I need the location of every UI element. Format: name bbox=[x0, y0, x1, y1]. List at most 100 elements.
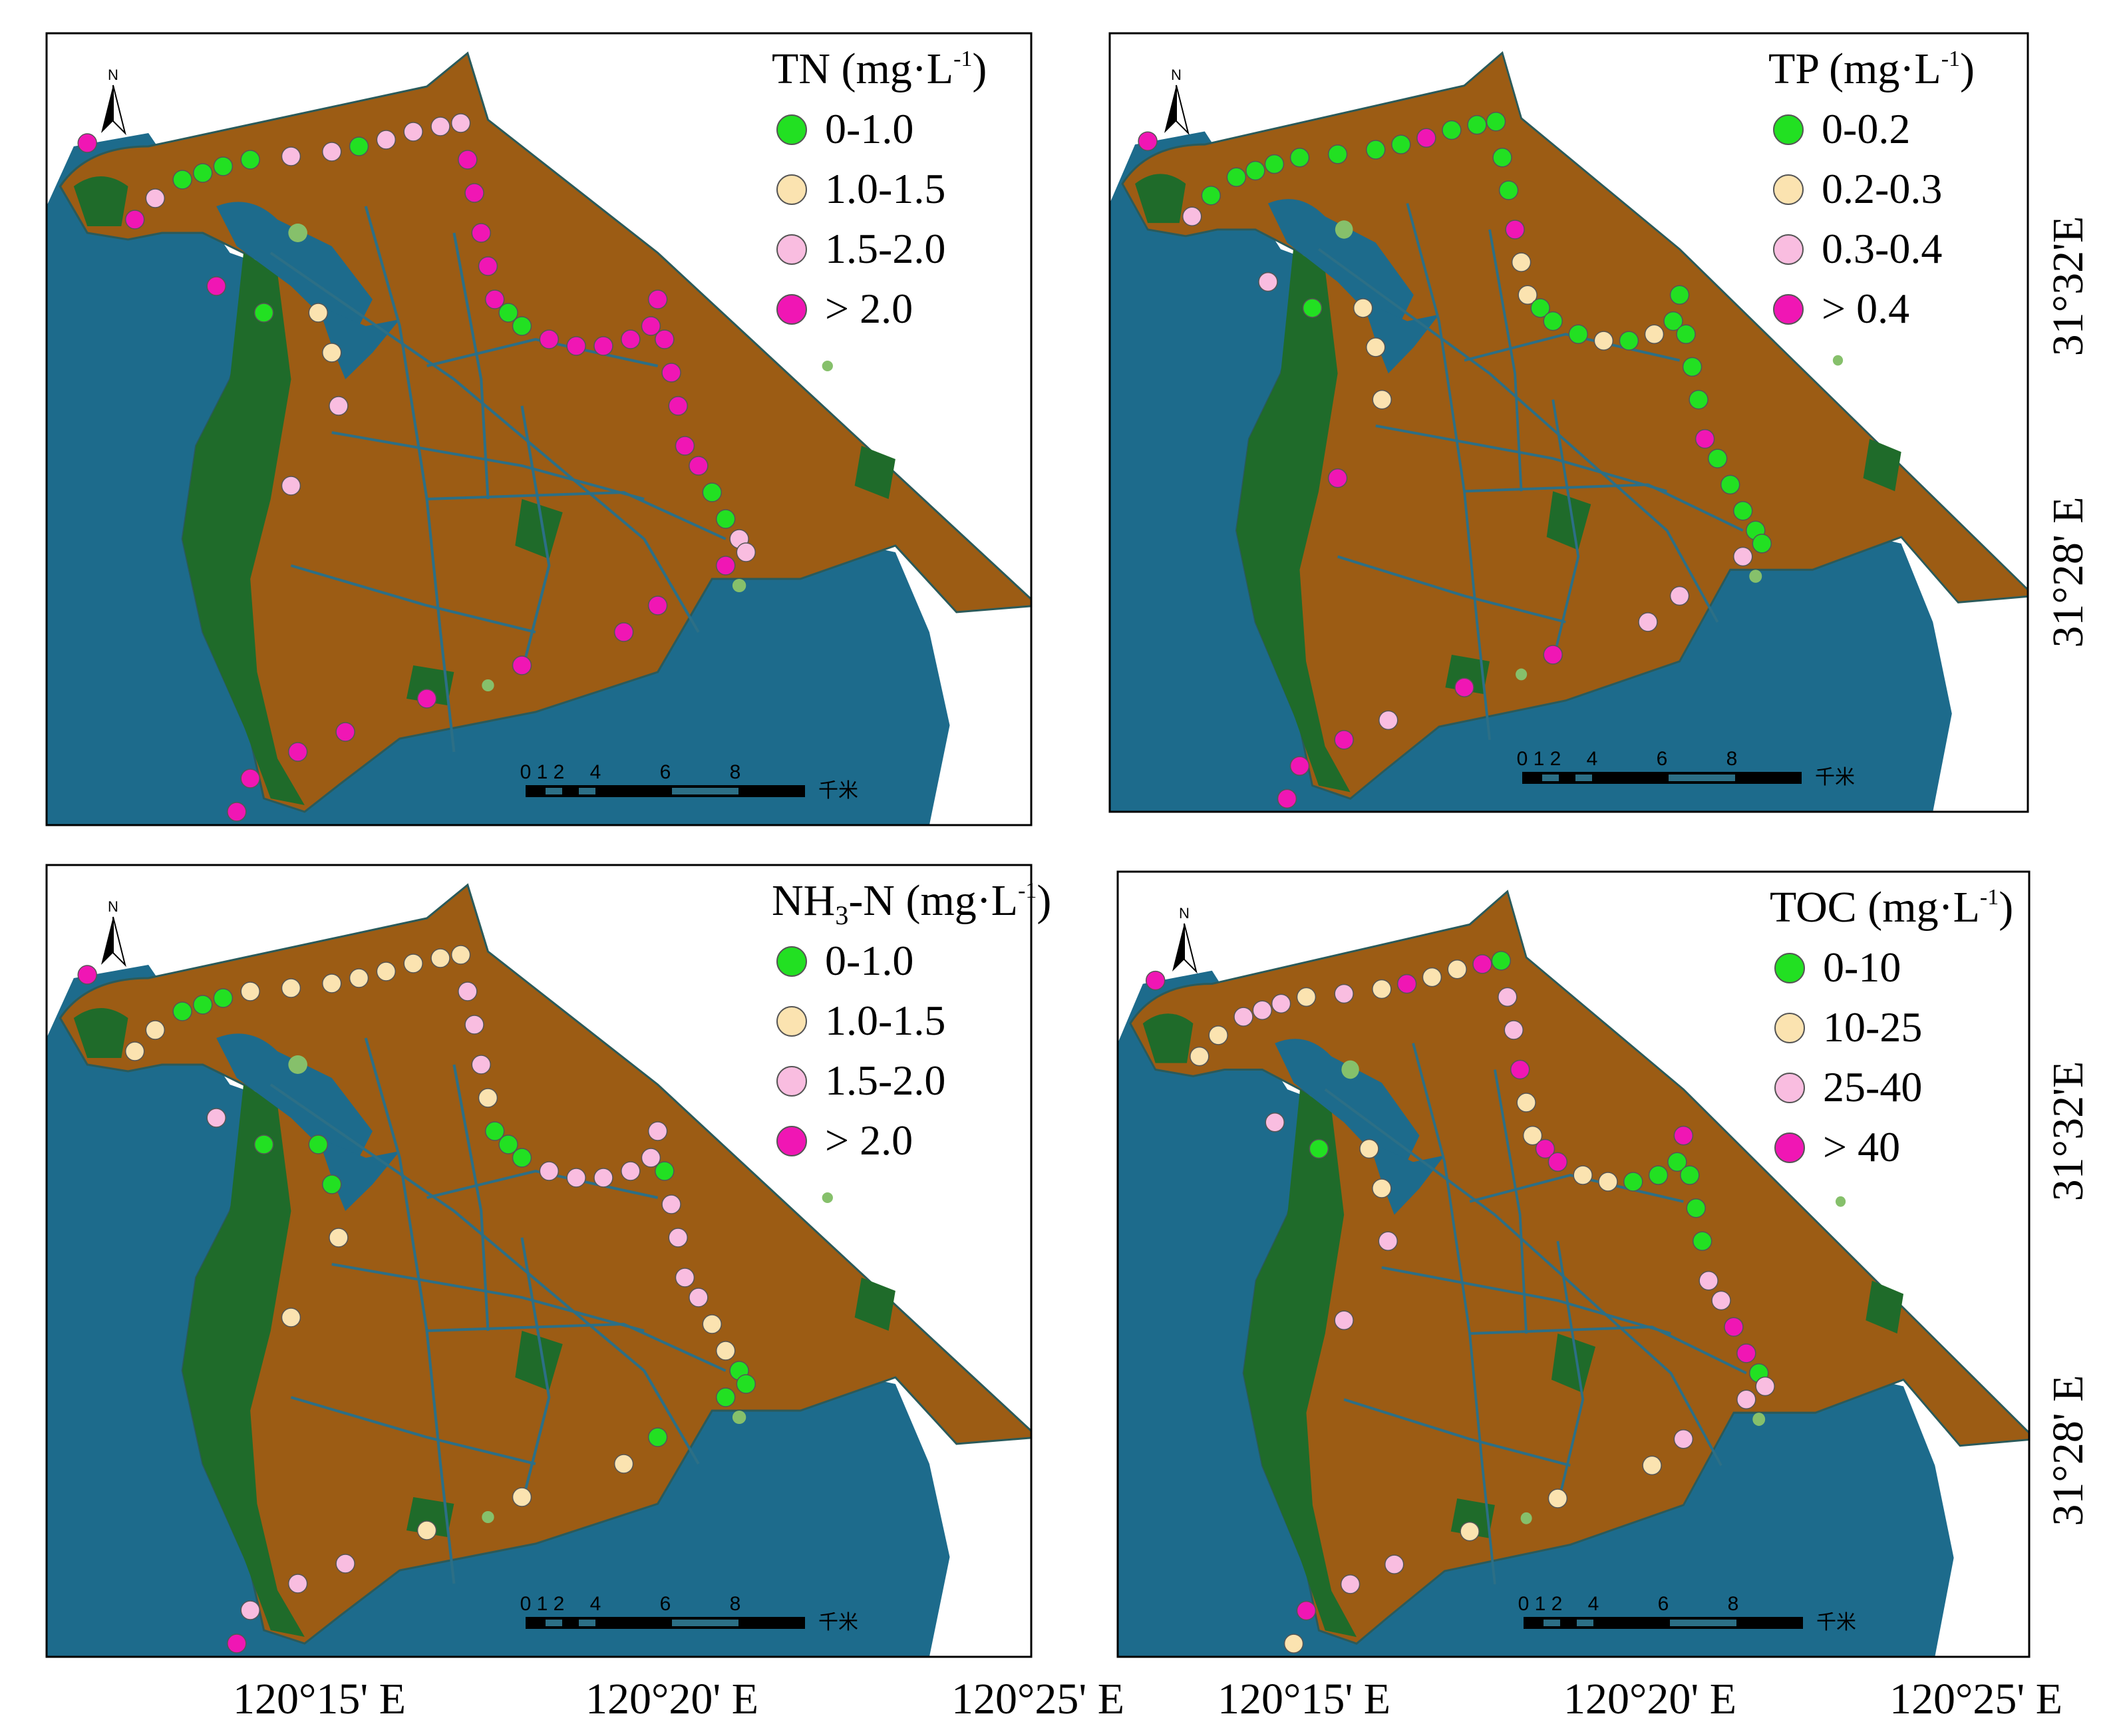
legend-swatch bbox=[776, 1006, 807, 1037]
sample-site bbox=[213, 988, 234, 1008]
sample-site bbox=[1676, 324, 1696, 345]
sample-site bbox=[1327, 144, 1348, 164]
sample-site bbox=[1648, 1165, 1669, 1185]
sample-site bbox=[647, 596, 668, 615]
sample-site bbox=[675, 436, 695, 456]
sample-site bbox=[621, 329, 641, 349]
sample-site bbox=[1378, 1231, 1398, 1252]
sample-site bbox=[321, 1174, 342, 1194]
svg-text:N: N bbox=[1171, 67, 1182, 83]
sample-site bbox=[655, 329, 675, 349]
legend: TOC (mg·L-1) 0-10 10-25 25-40 > 40 bbox=[1770, 883, 2013, 1170]
legend-label: 1.0-1.5 bbox=[825, 165, 945, 212]
sample-site bbox=[1416, 128, 1436, 148]
sample-site bbox=[593, 336, 613, 356]
scale-tick: 6 bbox=[660, 1593, 671, 1615]
sample-site bbox=[1736, 1343, 1756, 1363]
sample-site bbox=[512, 1148, 532, 1168]
longitude-label: 120°25' E bbox=[951, 1675, 1124, 1723]
legend-swatch bbox=[1773, 234, 1804, 265]
sample-site bbox=[566, 336, 586, 356]
scale-unit: 千米 bbox=[818, 780, 858, 802]
scale-tick: 4 bbox=[1587, 748, 1598, 770]
scale-tick: 1 bbox=[1535, 1593, 1546, 1615]
sample-site bbox=[1309, 1138, 1329, 1159]
latitude-label: 31°28' E bbox=[2044, 1375, 2092, 1526]
sample-site bbox=[1752, 534, 1772, 554]
sample-site bbox=[1695, 429, 1715, 449]
legend-swatch bbox=[776, 946, 807, 977]
legend-label: 0-1.0 bbox=[825, 105, 913, 152]
sample-site bbox=[1535, 1138, 1555, 1159]
legend: TP (mg·L-1) 0-0.2 0.2-0.3 0.3-0.4 > 0.4 bbox=[1768, 45, 1975, 332]
sample-site bbox=[349, 968, 369, 988]
sample-site bbox=[512, 655, 532, 675]
north-arrow-icon: N bbox=[101, 67, 126, 136]
sample-site bbox=[1265, 1113, 1285, 1132]
sample-site bbox=[308, 303, 329, 323]
scale-tick: 0 bbox=[1517, 748, 1528, 770]
sample-site bbox=[1755, 1376, 1775, 1397]
sample-site bbox=[621, 1161, 641, 1181]
scale-tick: 8 bbox=[730, 761, 741, 783]
scale-tick: 1 bbox=[537, 1593, 548, 1615]
sample-site bbox=[566, 1168, 586, 1188]
sample-site bbox=[689, 456, 709, 476]
sample-site bbox=[1732, 500, 1753, 521]
scale-bar: 0 1 2 4 6 8 千米 bbox=[1517, 748, 1855, 788]
sample-site bbox=[240, 981, 260, 1001]
scale-tick: 8 bbox=[1726, 748, 1738, 770]
sample-site bbox=[145, 1020, 166, 1040]
legend-swatch bbox=[1774, 1132, 1805, 1163]
sample-site bbox=[715, 1341, 736, 1361]
sample-site bbox=[1543, 645, 1563, 665]
sample-site bbox=[1302, 298, 1323, 318]
sample-site bbox=[1145, 970, 1166, 991]
legend-swatch bbox=[776, 234, 807, 265]
sample-site bbox=[647, 289, 668, 309]
sample-site bbox=[124, 1041, 145, 1061]
sample-site bbox=[1692, 1231, 1712, 1252]
sample-site bbox=[1522, 1125, 1543, 1146]
scale-tick: 4 bbox=[590, 1593, 601, 1615]
scale-tick: 2 bbox=[1551, 1593, 1563, 1615]
panel-frame bbox=[1116, 870, 2031, 1658]
sample-site bbox=[329, 396, 349, 416]
sample-site bbox=[1334, 983, 1354, 1004]
sample-site bbox=[593, 1168, 613, 1188]
sample-site bbox=[124, 210, 145, 230]
sample-site bbox=[206, 276, 226, 296]
sample-site bbox=[1504, 1020, 1524, 1040]
sample-site bbox=[206, 1108, 226, 1128]
sample-site bbox=[464, 183, 484, 203]
sample-site bbox=[240, 1600, 260, 1620]
longitude-label: 120°20' E bbox=[1563, 1675, 1736, 1723]
sample-site bbox=[193, 995, 213, 1015]
sample-site bbox=[321, 973, 342, 993]
legend-label: 10-25 bbox=[1823, 1003, 1922, 1051]
sample-site bbox=[1547, 1488, 1568, 1508]
sample-site bbox=[1505, 220, 1525, 240]
sample-site bbox=[1334, 1310, 1354, 1331]
sample-site bbox=[1372, 1178, 1392, 1198]
scale-unit: 千米 bbox=[818, 1612, 858, 1634]
legend-title: TOC (mg·L-1) bbox=[1770, 883, 2013, 932]
sample-site bbox=[1442, 120, 1462, 140]
latitude-label: 31°32'E bbox=[2044, 216, 2092, 357]
scale-tick: 6 bbox=[1657, 748, 1668, 770]
sample-site bbox=[471, 223, 491, 243]
scale-unit: 千米 bbox=[1816, 1612, 1856, 1634]
sample-site bbox=[77, 965, 97, 985]
legend-label: > 0.4 bbox=[1822, 285, 1909, 332]
north-arrow-icon: N bbox=[101, 898, 126, 967]
legend-label: > 2.0 bbox=[825, 285, 913, 332]
sample-site bbox=[1472, 954, 1492, 974]
sample-site bbox=[641, 1148, 661, 1168]
sample-site bbox=[1663, 311, 1683, 331]
sample-site bbox=[702, 482, 723, 502]
sample-site bbox=[1638, 612, 1658, 632]
sample-site bbox=[1510, 1059, 1530, 1080]
scale-tick: 4 bbox=[590, 761, 601, 783]
map-panel-nh3n: N NH3-N (mg·L-1) 0-1.0 1.0-1.5 1.5-2.0 > 2.0 0… bbox=[45, 864, 1051, 1658]
